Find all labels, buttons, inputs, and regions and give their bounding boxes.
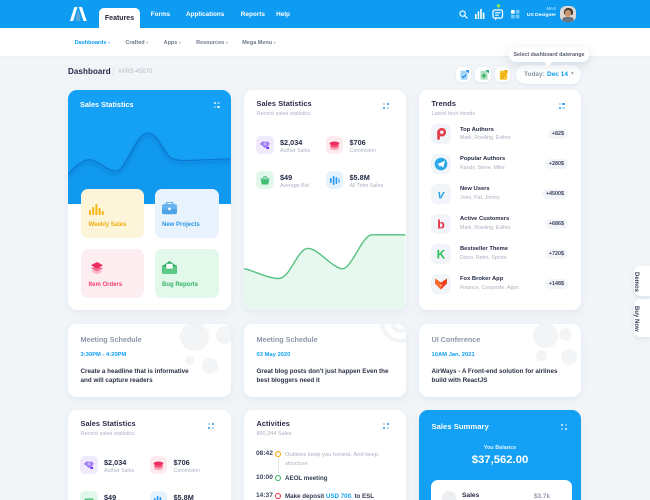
svg-text:b: b <box>437 217 444 231</box>
svg-text:v: v <box>438 187 446 201</box>
svg-text:K: K <box>437 247 446 261</box>
